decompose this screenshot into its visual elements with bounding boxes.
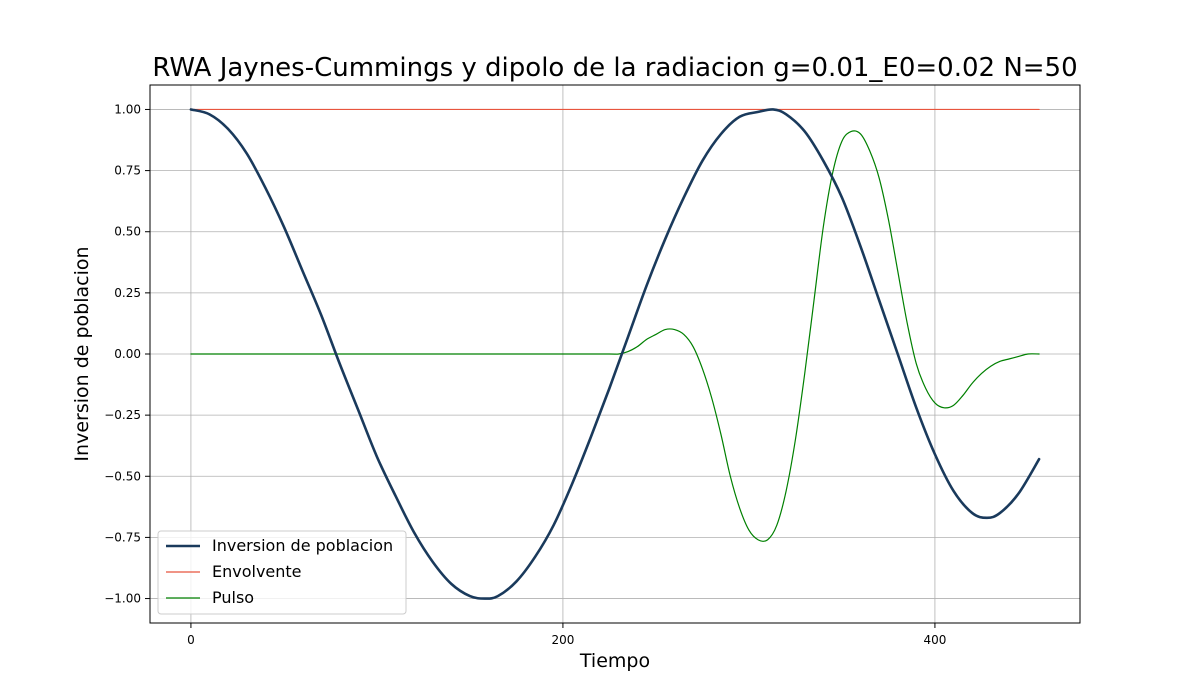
legend-box bbox=[157, 530, 407, 615]
axis-ticks: 0 200 400 1.00 0.75 0.50 0.25 0.00 −0.25 −0.50 −0.… bbox=[104, 102, 946, 647]
series-line-pulso bbox=[190, 130, 1040, 542]
y-tick-label: −0.25 bbox=[104, 408, 141, 422]
y-tick-label: −1.00 bbox=[104, 592, 141, 606]
legend: Inversion de poblacion Envolvente Pulso bbox=[157, 530, 407, 615]
chart-title: RWA Jaynes-Cummings y dipolo de la radia… bbox=[152, 53, 1077, 83]
x-tick-label: 0 bbox=[187, 633, 195, 647]
legend-label-inversion: Inversion de poblacion bbox=[212, 536, 393, 555]
x-axis-label: Tiempo bbox=[579, 650, 650, 672]
series-line-inversion bbox=[189, 108, 1041, 600]
legend-label-pulso: Pulso bbox=[212, 588, 254, 607]
x-tick-label: 400 bbox=[923, 633, 946, 647]
y-tick-label: 0.00 bbox=[114, 347, 141, 361]
y-tick-label: 0.50 bbox=[114, 225, 141, 239]
y-axis-label: Inversion de poblacion bbox=[71, 246, 93, 461]
y-tick-label: −0.50 bbox=[104, 469, 141, 483]
x-tick-label: 200 bbox=[551, 633, 574, 647]
y-tick-label: 0.25 bbox=[114, 286, 141, 300]
y-tick-label: −0.75 bbox=[104, 530, 141, 544]
plot-series bbox=[189, 108, 1041, 600]
y-tick-label: 1.00 bbox=[114, 102, 141, 116]
legend-label-envolvente: Envolvente bbox=[212, 562, 302, 581]
y-tick-label: 0.75 bbox=[114, 164, 141, 178]
